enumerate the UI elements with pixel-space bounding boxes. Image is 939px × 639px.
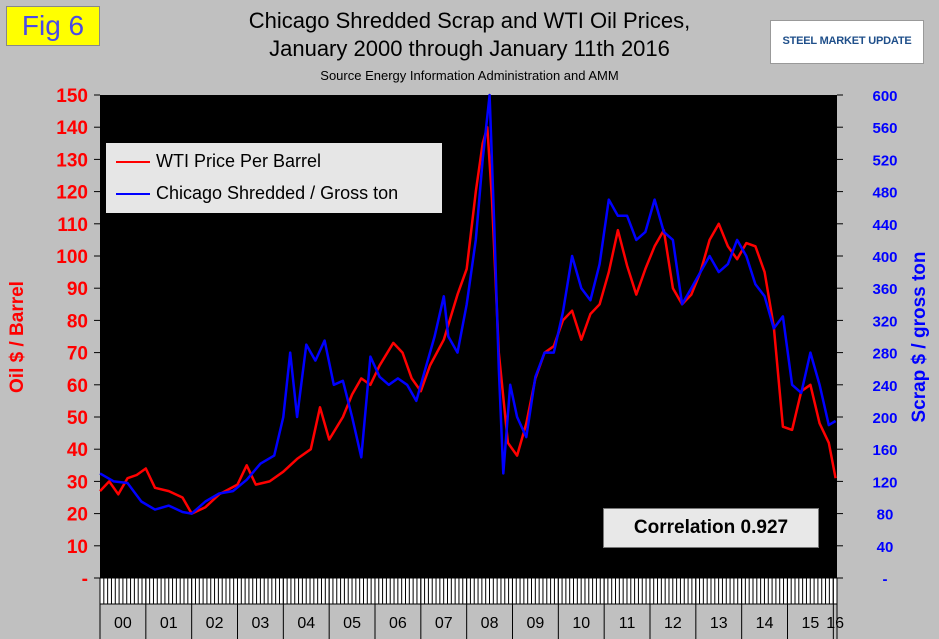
y-left-tick-label: 40 — [67, 440, 88, 461]
y-left-tick-label: 20 — [67, 505, 88, 526]
y-left-tick-label: 70 — [67, 344, 88, 365]
y-left-tick-label: 50 — [67, 408, 88, 429]
chart-title-line-2: January 2000 through January 11th 2016 — [269, 36, 670, 61]
x-tick-label: 08 — [481, 615, 499, 632]
y-right-tick-label: 120 — [872, 474, 897, 491]
x-tick-label: 15 — [802, 615, 820, 632]
x-tick-label: 12 — [664, 615, 682, 632]
x-tick-label: 13 — [710, 615, 728, 632]
x-tick-label: 03 — [252, 615, 270, 632]
y-left-tick-label: 120 — [56, 183, 88, 204]
y-left-tick-label: 150 — [56, 86, 88, 107]
x-tick-label: 02 — [206, 615, 224, 632]
y-axis-label-left: Oil $ / Barrel — [7, 281, 28, 393]
y-left-tick-label: 60 — [67, 376, 88, 397]
y-axis-label-right: Scrap $ / gross ton — [909, 251, 930, 423]
y-left-tick-label: 140 — [56, 118, 88, 139]
y-right-tick-label: 560 — [872, 120, 897, 137]
y-right-tick-label: 520 — [872, 152, 897, 169]
y-left-tick-label: 100 — [56, 247, 88, 268]
legend-label-scrap: Chicago Shredded / Gross ton — [156, 183, 399, 203]
y-right-tick-label: 400 — [872, 249, 897, 266]
x-axis-band — [99, 577, 838, 605]
y-left-tick-label: 80 — [67, 311, 88, 332]
figure-label: Fig 6 — [6, 6, 100, 46]
y-right-tick-label: 320 — [872, 313, 897, 330]
logo-text: STEEL MARKET UPDATE — [782, 35, 912, 47]
legend-item-oil: WTI Price Per Barrel — [116, 149, 436, 175]
y-right-tick-label: 280 — [872, 346, 897, 363]
y-right-tick-label: 40 — [877, 539, 894, 556]
y-left-tick-label: 110 — [57, 215, 88, 236]
y-left-tick-label: 130 — [56, 150, 88, 171]
y-right-tick-label: 360 — [872, 281, 897, 298]
legend-swatch-oil — [116, 161, 150, 163]
y-right-tick-label: 480 — [872, 185, 897, 202]
legend-swatch-scrap — [116, 193, 150, 195]
y-right-tick-label: 200 — [872, 410, 897, 427]
x-tick-label: 16 — [826, 615, 844, 632]
legend-item-scrap: Chicago Shredded / Gross ton — [116, 181, 436, 207]
correlation-box: Correlation 0.927 — [603, 508, 819, 548]
x-tick-label: 00 — [114, 615, 132, 632]
chart-source: Source Energy Information Administration… — [320, 68, 619, 83]
steel-market-update-logo: STEEL MARKET UPDATE — [770, 20, 924, 64]
x-tick-label: 01 — [160, 615, 178, 632]
y-right-tick-label: 440 — [872, 217, 897, 234]
x-tick-label: 04 — [297, 615, 315, 632]
y-right-tick-label: 240 — [872, 378, 897, 395]
x-tick-label: 09 — [527, 615, 545, 632]
y-right-tick-label: - — [883, 571, 888, 588]
x-tick-label: 07 — [435, 615, 453, 632]
series-line-scrap — [99, 93, 837, 515]
y-left-tick-label: 10 — [67, 537, 88, 558]
y-right-tick-label: 160 — [872, 442, 897, 459]
x-tick-label: 11 — [619, 615, 636, 632]
x-tick-label: 14 — [756, 615, 774, 632]
legend-label-oil: WTI Price Per Barrel — [156, 151, 322, 171]
x-tick-label: 10 — [572, 615, 590, 632]
y-left-tick-label: 90 — [67, 279, 88, 300]
x-tick-label: 06 — [389, 615, 407, 632]
chart-legend: WTI Price Per Barrel Chicago Shredded / … — [106, 143, 442, 213]
y-right-tick-label: 80 — [877, 507, 894, 524]
y-left-tick-label: 30 — [67, 472, 88, 493]
chart-title-line-1: Chicago Shredded Scrap and WTI Oil Price… — [248, 8, 691, 33]
y-left-tick-label: - — [82, 569, 88, 590]
x-tick-label: 05 — [343, 615, 361, 632]
y-right-tick-label: 600 — [872, 88, 897, 105]
